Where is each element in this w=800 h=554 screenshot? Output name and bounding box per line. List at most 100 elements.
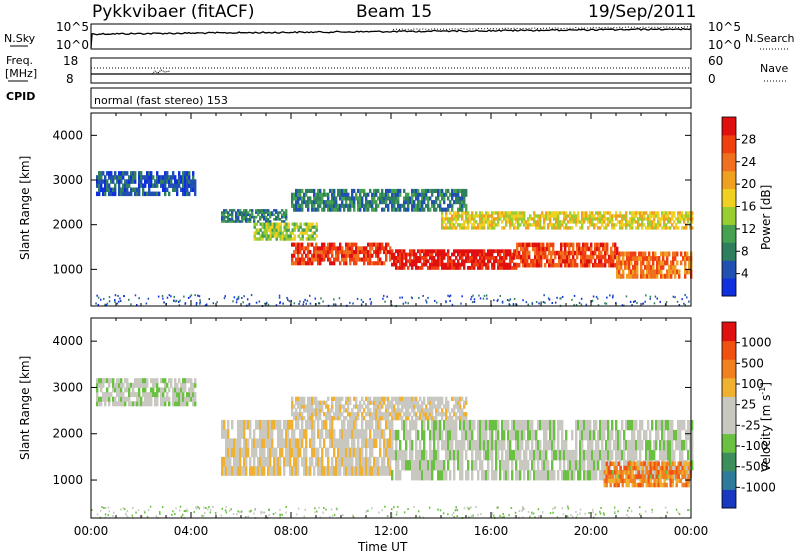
power-cell	[461, 211, 464, 215]
velocity-cell	[138, 392, 141, 398]
power-cell	[555, 217, 558, 221]
power-cell	[599, 220, 602, 224]
velocity-cell	[483, 449, 486, 461]
power-cell	[612, 294, 614, 297]
power-cell	[360, 298, 363, 301]
power-cell	[511, 223, 514, 227]
velocity-cell	[261, 429, 264, 439]
power-cell	[667, 214, 670, 218]
velocity-cell	[387, 408, 390, 413]
velocity-cell	[689, 419, 692, 431]
power-cell	[441, 214, 444, 218]
power-cell	[628, 264, 631, 270]
velocity-cell	[114, 401, 117, 407]
power-cell	[455, 256, 458, 260]
power-cell	[522, 250, 525, 256]
power-cell	[614, 254, 617, 260]
velocity-cell	[605, 478, 608, 484]
velocity-cell	[615, 470, 618, 475]
power-cell	[461, 217, 464, 221]
power-cell	[269, 231, 272, 235]
velocity-cell	[655, 465, 658, 471]
power-cell	[461, 295, 463, 298]
velocity-cell	[593, 429, 596, 441]
power-cell	[603, 214, 606, 218]
power-cell	[389, 200, 392, 205]
power-cell	[599, 214, 602, 218]
velocity-cell	[101, 506, 103, 509]
velocity-cell	[515, 439, 518, 451]
velocity-cell	[379, 438, 382, 449]
velocity-cell	[477, 439, 480, 451]
velocity-cell	[160, 387, 163, 393]
power-cell	[322, 300, 324, 303]
velocity-cell	[667, 461, 670, 467]
velocity-cell	[144, 387, 147, 393]
velocity-cell	[186, 378, 189, 384]
power-cell	[540, 263, 543, 268]
power-cell	[459, 223, 462, 227]
velocity-cell	[339, 400, 342, 405]
power-cell	[445, 223, 448, 227]
velocity-cell	[397, 416, 400, 421]
power-cell	[649, 226, 652, 230]
velocity-cell	[403, 396, 406, 401]
power-cell	[249, 218, 252, 221]
velocity-cell	[687, 482, 690, 488]
power-cell	[598, 246, 601, 252]
power-cell	[431, 249, 434, 254]
velocity-cell	[353, 438, 356, 449]
power-cell	[150, 191, 153, 197]
velocity-cell	[615, 449, 618, 461]
velocity-cell	[369, 429, 372, 439]
velocity-cell	[619, 449, 622, 461]
velocity-cell	[529, 419, 532, 431]
power-cell	[561, 295, 564, 298]
velocity-cell	[268, 514, 270, 517]
velocity-cell	[391, 449, 394, 461]
velocity-cell	[192, 396, 195, 402]
velocity-cell	[353, 429, 356, 439]
power-cell	[576, 250, 579, 256]
power-cell	[186, 171, 189, 176]
power-cell	[471, 223, 474, 227]
velocity-cell	[170, 378, 173, 384]
velocity-cell	[423, 408, 426, 413]
velocity-cell	[319, 429, 322, 439]
velocity-cell	[603, 470, 606, 475]
power-cell	[439, 188, 442, 193]
power-cell	[405, 207, 408, 212]
power-cell	[645, 294, 647, 297]
power-cell	[315, 200, 318, 205]
power-cell	[417, 266, 420, 270]
power-cell	[580, 246, 583, 252]
power-cell	[321, 200, 324, 205]
date-label: 19/Sep/2011	[588, 2, 696, 22]
power-cell	[619, 211, 622, 215]
power-cell	[655, 211, 658, 215]
velocity-cell	[345, 408, 348, 413]
velocity-cell	[532, 512, 535, 515]
power-cell	[108, 187, 111, 192]
velocity-cell	[98, 396, 101, 402]
velocity-cell	[423, 429, 426, 441]
velocity-cell	[389, 419, 392, 430]
velocity-cell	[691, 419, 694, 431]
power-cell	[590, 250, 593, 256]
velocity-cell	[263, 447, 266, 458]
velocity-cell	[305, 408, 308, 413]
power-cell	[357, 207, 360, 212]
power-cell	[333, 261, 336, 266]
power-cell	[317, 250, 320, 255]
power-cell	[599, 217, 602, 221]
power-cell	[140, 175, 143, 180]
power-cell	[519, 214, 522, 218]
power-cell	[397, 252, 400, 257]
power-cell	[582, 250, 585, 256]
power-cell	[370, 302, 372, 305]
power-cell	[293, 225, 296, 229]
velocity-cell	[188, 392, 191, 398]
velocity-cell	[445, 396, 448, 401]
velocity-cell	[313, 447, 316, 458]
power-cell	[303, 196, 306, 201]
